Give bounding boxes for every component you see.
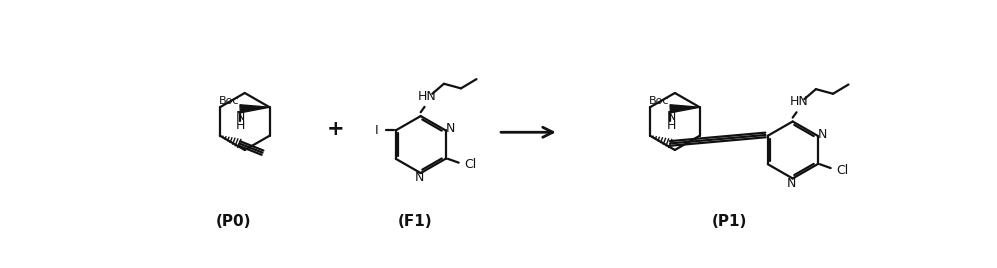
Text: I: I [375,124,379,137]
Text: H: H [666,119,676,132]
Text: HN: HN [790,95,809,108]
Text: H: H [236,119,245,132]
Text: +: + [327,119,344,139]
Text: Boc: Boc [219,96,239,106]
Text: (P0): (P0) [215,214,251,229]
Text: N: N [818,128,827,141]
Text: Boc: Boc [649,96,669,106]
Text: HN: HN [418,90,437,103]
Text: N: N [788,177,797,189]
Text: N: N [666,110,676,123]
Text: N: N [446,122,455,135]
Text: Cl: Cl [465,158,477,172]
Text: N: N [415,171,425,184]
Polygon shape [240,105,269,113]
Text: (P1): (P1) [712,214,747,229]
Text: (F1): (F1) [398,214,433,229]
Text: N: N [236,110,245,123]
Polygon shape [670,105,700,113]
Text: Cl: Cl [836,164,848,177]
